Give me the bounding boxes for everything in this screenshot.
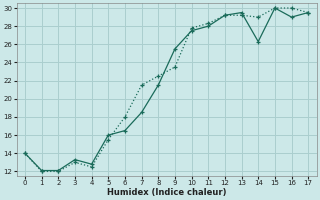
X-axis label: Humidex (Indice chaleur): Humidex (Indice chaleur) [107, 188, 226, 197]
